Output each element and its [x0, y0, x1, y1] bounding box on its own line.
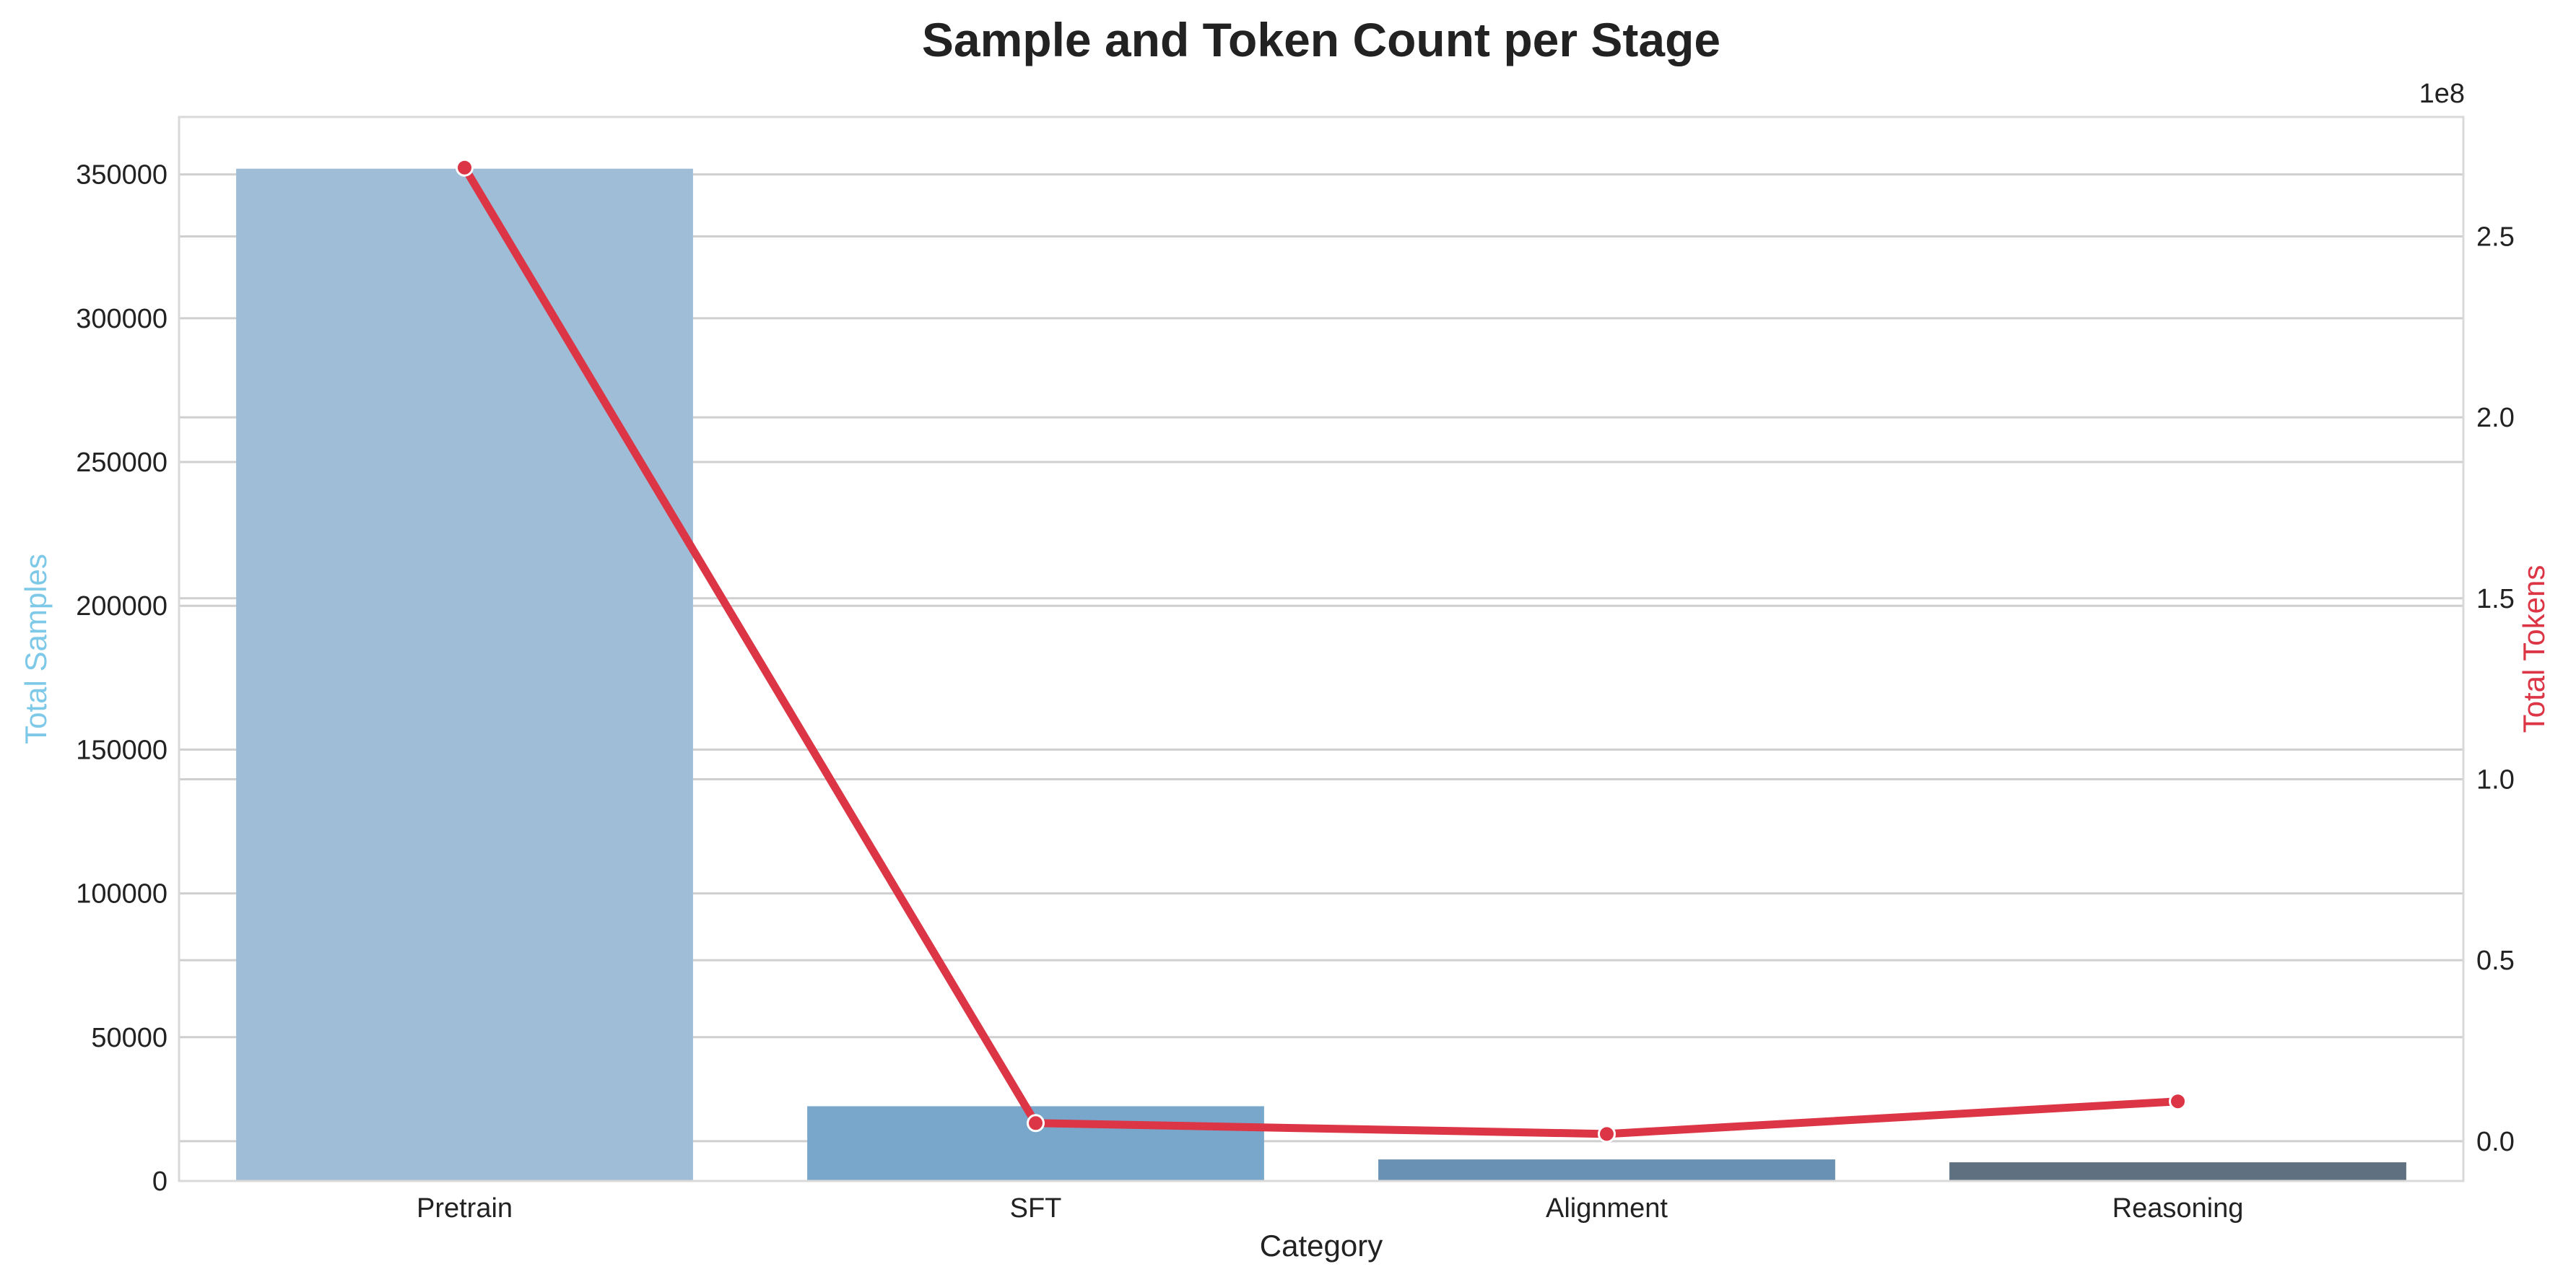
x-axis-ticks: Pretrain SFT Alignment Reasoning: [417, 1193, 2243, 1224]
y-left-tick-100000: 100000: [76, 879, 167, 910]
y-left-tick-50000: 50000: [91, 1023, 167, 1053]
y-axis-left-label: Total Samples: [19, 554, 53, 744]
y-left-tick-250000: 250000: [76, 448, 167, 478]
y-left-tick-200000: 200000: [76, 591, 167, 622]
point-alignment: [1598, 1125, 1616, 1143]
x-tick-pretrain: Pretrain: [417, 1193, 513, 1224]
bar-reasoning: [1949, 1162, 2406, 1181]
y-left-tick-0: 0: [152, 1167, 167, 1197]
y-right-tick-1.0: 1.0: [2476, 764, 2515, 795]
line-total-tokens: [461, 163, 2182, 1138]
x-tick-alignment: Alignment: [1546, 1193, 1668, 1224]
point-reasoning: [2169, 1092, 2187, 1111]
point-sft: [1027, 1114, 1045, 1133]
plot-frame: [178, 116, 2465, 1182]
line-series-total-tokens: [456, 158, 2187, 1143]
y-right-tick-1.5: 1.5: [2476, 584, 2515, 614]
left-axis-ticks: 0 50000 100000 150000 200000 250000 300000 3500…: [76, 160, 167, 1197]
chart-title: Sample and Token Count per Stage: [922, 13, 1720, 66]
right-axis-ticks: 0.0 0.5 1.0 1.5 2.0 2.5: [2476, 222, 2515, 1156]
y-right-tick-0.5: 0.5: [2476, 946, 2515, 976]
y-left-tick-300000: 300000: [76, 304, 167, 334]
y-right-tick-2.0: 2.0: [2476, 403, 2515, 433]
bar-pretrain: [236, 168, 693, 1181]
bar-series-total-samples: [236, 168, 2406, 1181]
y-left-tick-150000: 150000: [76, 735, 167, 765]
y-axis-right-label: Total Tokens: [2517, 565, 2551, 733]
x-axis-label: Category: [1260, 1229, 1383, 1263]
y-axis-right-offset-text: 1e8: [2419, 79, 2465, 109]
y-left-tick-350000: 350000: [76, 160, 167, 191]
point-pretrain: [456, 158, 474, 177]
y-right-tick-2.5: 2.5: [2476, 222, 2515, 252]
bar-alignment: [1378, 1159, 1835, 1181]
y-right-tick-0.0: 0.0: [2476, 1127, 2515, 1157]
x-tick-reasoning: Reasoning: [2112, 1193, 2244, 1224]
x-tick-sft: SFT: [1010, 1193, 1062, 1224]
